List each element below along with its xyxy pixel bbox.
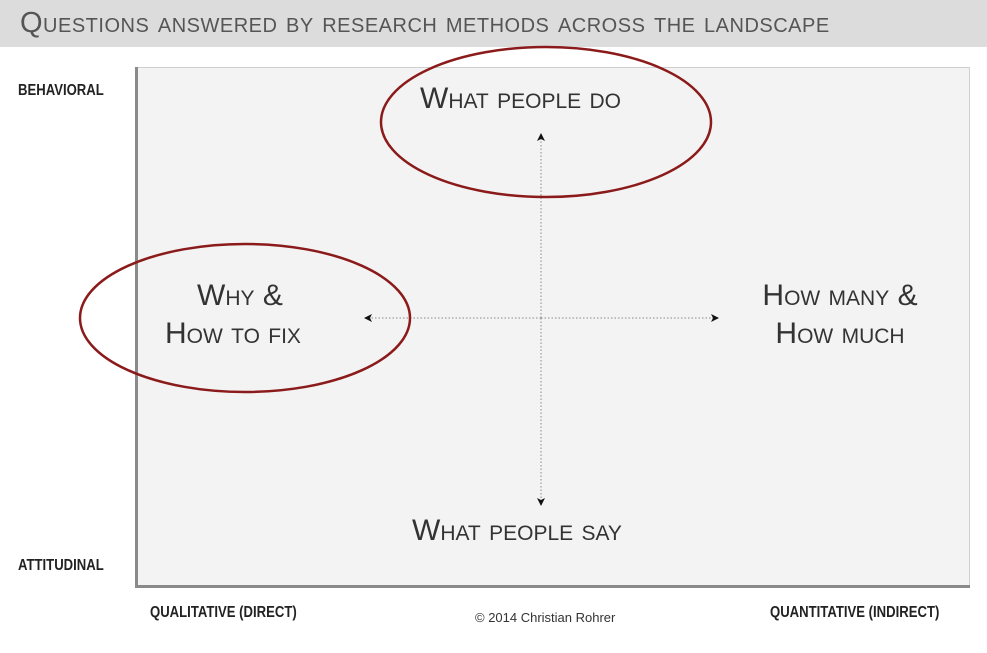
x-axis-left-label: QUALITATIVE (DIRECT) [150, 604, 297, 621]
highlight-ellipse-left [78, 242, 412, 394]
quadrant-bottom-label: What people say [412, 514, 622, 547]
quadrant-top-label: What people do [420, 82, 621, 115]
quadrant-right-line1: How many & [762, 279, 918, 312]
quadrant-right-label: How many & How much [735, 277, 945, 353]
x-axis-line [135, 585, 970, 588]
quadrant-right-line2: How much [775, 317, 905, 350]
copyright-credit: © 2014 Christian Rohrer [475, 610, 616, 625]
y-axis-bottom-label: ATTITUDINAL [18, 557, 104, 574]
x-axis-right-label: QUANTITATIVE (INDIRECT) [770, 604, 940, 621]
page-title: Questions answered by research methods a… [20, 7, 830, 39]
title-bar: Questions answered by research methods a… [0, 0, 987, 47]
plot-area [137, 67, 970, 586]
quadrant-left-label: Why & How to fix [165, 277, 335, 353]
quadrant-left-line1: Why & [197, 279, 283, 312]
y-axis-top-label: BEHAVIORAL [18, 82, 104, 99]
highlight-ellipse-top [379, 45, 713, 199]
y-axis-line [135, 67, 138, 588]
quadrant-left-line2: How to fix [165, 317, 301, 350]
